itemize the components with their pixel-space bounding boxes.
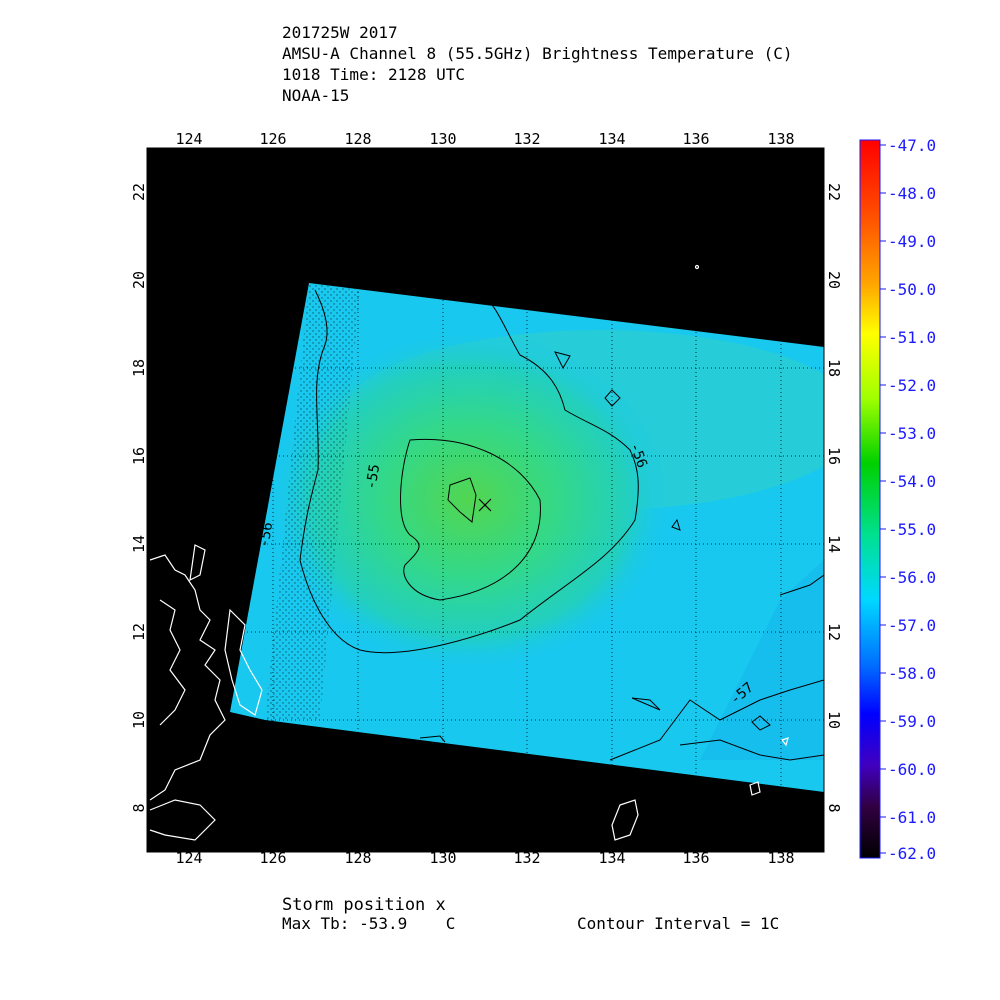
lat-tick-right: 10 xyxy=(825,711,843,729)
colorbar-label: -54.0 xyxy=(888,472,936,491)
lon-tick-bottom: 126 xyxy=(259,849,286,867)
colorbar-label: -62.0 xyxy=(888,844,936,863)
observation-time: 1018 Time: 2128 UTC xyxy=(282,65,466,84)
lat-tick-right: 8 xyxy=(825,803,843,812)
contour-interval: Contour Interval = 1C xyxy=(577,914,780,933)
coastline-palau-area xyxy=(611,799,639,841)
lon-tick-bottom: 136 xyxy=(682,849,709,867)
colorbar-ticks xyxy=(880,144,886,854)
lon-tick-top: 128 xyxy=(344,130,371,148)
coastline-samar xyxy=(224,608,263,716)
lat-tick-left: 18 xyxy=(130,359,148,377)
lon-tick-top: 136 xyxy=(682,130,709,148)
lon-tick-bottom: 132 xyxy=(513,849,540,867)
lat-tick-left: 22 xyxy=(130,183,148,201)
lat-tick-left: 16 xyxy=(130,447,148,465)
lon-tick-top: 126 xyxy=(259,130,286,148)
contour-closed-a xyxy=(554,351,571,370)
lat-tick-right: 14 xyxy=(825,535,843,553)
colorbar-label: -49.0 xyxy=(888,232,936,251)
colorbar-label: -61.0 xyxy=(888,808,936,827)
contour-54 xyxy=(447,477,477,523)
colorbar-label: -53.0 xyxy=(888,424,936,443)
colorbar-label: -51.0 xyxy=(888,328,936,347)
contour-55 xyxy=(400,438,541,601)
contour-closed-d xyxy=(631,697,661,711)
coastline xyxy=(149,264,789,841)
coastline-mindanao xyxy=(149,799,216,841)
lat-tick-right: 12 xyxy=(825,623,843,641)
colorbar-label: -58.0 xyxy=(888,664,936,683)
lon-tick-bottom: 134 xyxy=(598,849,625,867)
contour-edge-a xyxy=(419,735,446,743)
contour-56-left xyxy=(299,289,328,561)
lon-tick-top: 124 xyxy=(175,130,202,148)
temperature-contours xyxy=(299,289,824,761)
lon-tick-bottom: 124 xyxy=(175,849,202,867)
lat-lon-grid xyxy=(147,148,824,852)
lon-tick-top: 132 xyxy=(513,130,540,148)
map-content: -55 -56 -56 -57 xyxy=(147,148,824,852)
coastline-islet xyxy=(694,264,700,270)
lat-tick-right: 16 xyxy=(825,447,843,465)
storm-id-year: 201725W 2017 xyxy=(282,23,398,42)
contour-label: -56 xyxy=(256,521,276,549)
lon-tick-top: 130 xyxy=(429,130,456,148)
contour-57 xyxy=(609,679,824,761)
lat-tick-left: 20 xyxy=(130,271,148,289)
colorbar-label: -47.0 xyxy=(888,136,936,155)
colorbar-label: -57.0 xyxy=(888,616,936,635)
contour-label: -55 xyxy=(363,463,383,491)
colorbar xyxy=(859,139,881,859)
contour-closed-c xyxy=(671,518,681,531)
lat-tick-right: 18 xyxy=(825,359,843,377)
contour-57-right xyxy=(779,574,824,596)
satellite-name: NOAA-15 xyxy=(282,86,350,105)
coastline-islet-b xyxy=(780,737,789,747)
lon-tick-bottom: 130 xyxy=(429,849,456,867)
lat-tick-left: 12 xyxy=(130,623,148,641)
storm-position-legend: Storm position x xyxy=(282,895,446,915)
lat-tick-left: 14 xyxy=(130,535,148,553)
colorbar-label: -59.0 xyxy=(888,712,936,731)
lon-tick-bottom: 138 xyxy=(767,849,794,867)
coastline-small-island xyxy=(749,781,761,796)
colorbar-label: -48.0 xyxy=(888,184,936,203)
colorbar-label: -52.0 xyxy=(888,376,936,395)
cold-region xyxy=(700,560,824,760)
lat-tick-left: 10 xyxy=(130,711,148,729)
product-title: AMSU-A Channel 8 (55.5GHz) Brightness Te… xyxy=(282,44,793,63)
coastline-island-b xyxy=(189,544,206,582)
swath-edge-hatching xyxy=(265,283,360,720)
lat-tick-left: 8 xyxy=(130,803,148,812)
contour-closed-b xyxy=(604,389,621,407)
lon-tick-top: 134 xyxy=(598,130,625,148)
colorbar-label: -60.0 xyxy=(888,760,936,779)
max-tb: Max Tb: -53.9 C xyxy=(282,914,456,933)
lon-tick-top: 138 xyxy=(767,130,794,148)
colorbar-label: -55.0 xyxy=(888,520,936,539)
contour-56 xyxy=(299,294,639,654)
contour-57-lower xyxy=(679,739,824,761)
map-border xyxy=(146,147,825,853)
lon-tick-bottom: 128 xyxy=(344,849,371,867)
warm-core-area xyxy=(270,330,670,670)
lat-tick-right: 22 xyxy=(825,183,843,201)
colorbar-label: -50.0 xyxy=(888,280,936,299)
coastline-island-a xyxy=(159,599,186,726)
coastline-luzon-south xyxy=(149,554,226,801)
lat-tick-right: 20 xyxy=(825,271,843,289)
contour-closed-e xyxy=(751,715,771,731)
storm-position-marker xyxy=(478,498,492,512)
colorbar-label: -56.0 xyxy=(888,568,936,587)
